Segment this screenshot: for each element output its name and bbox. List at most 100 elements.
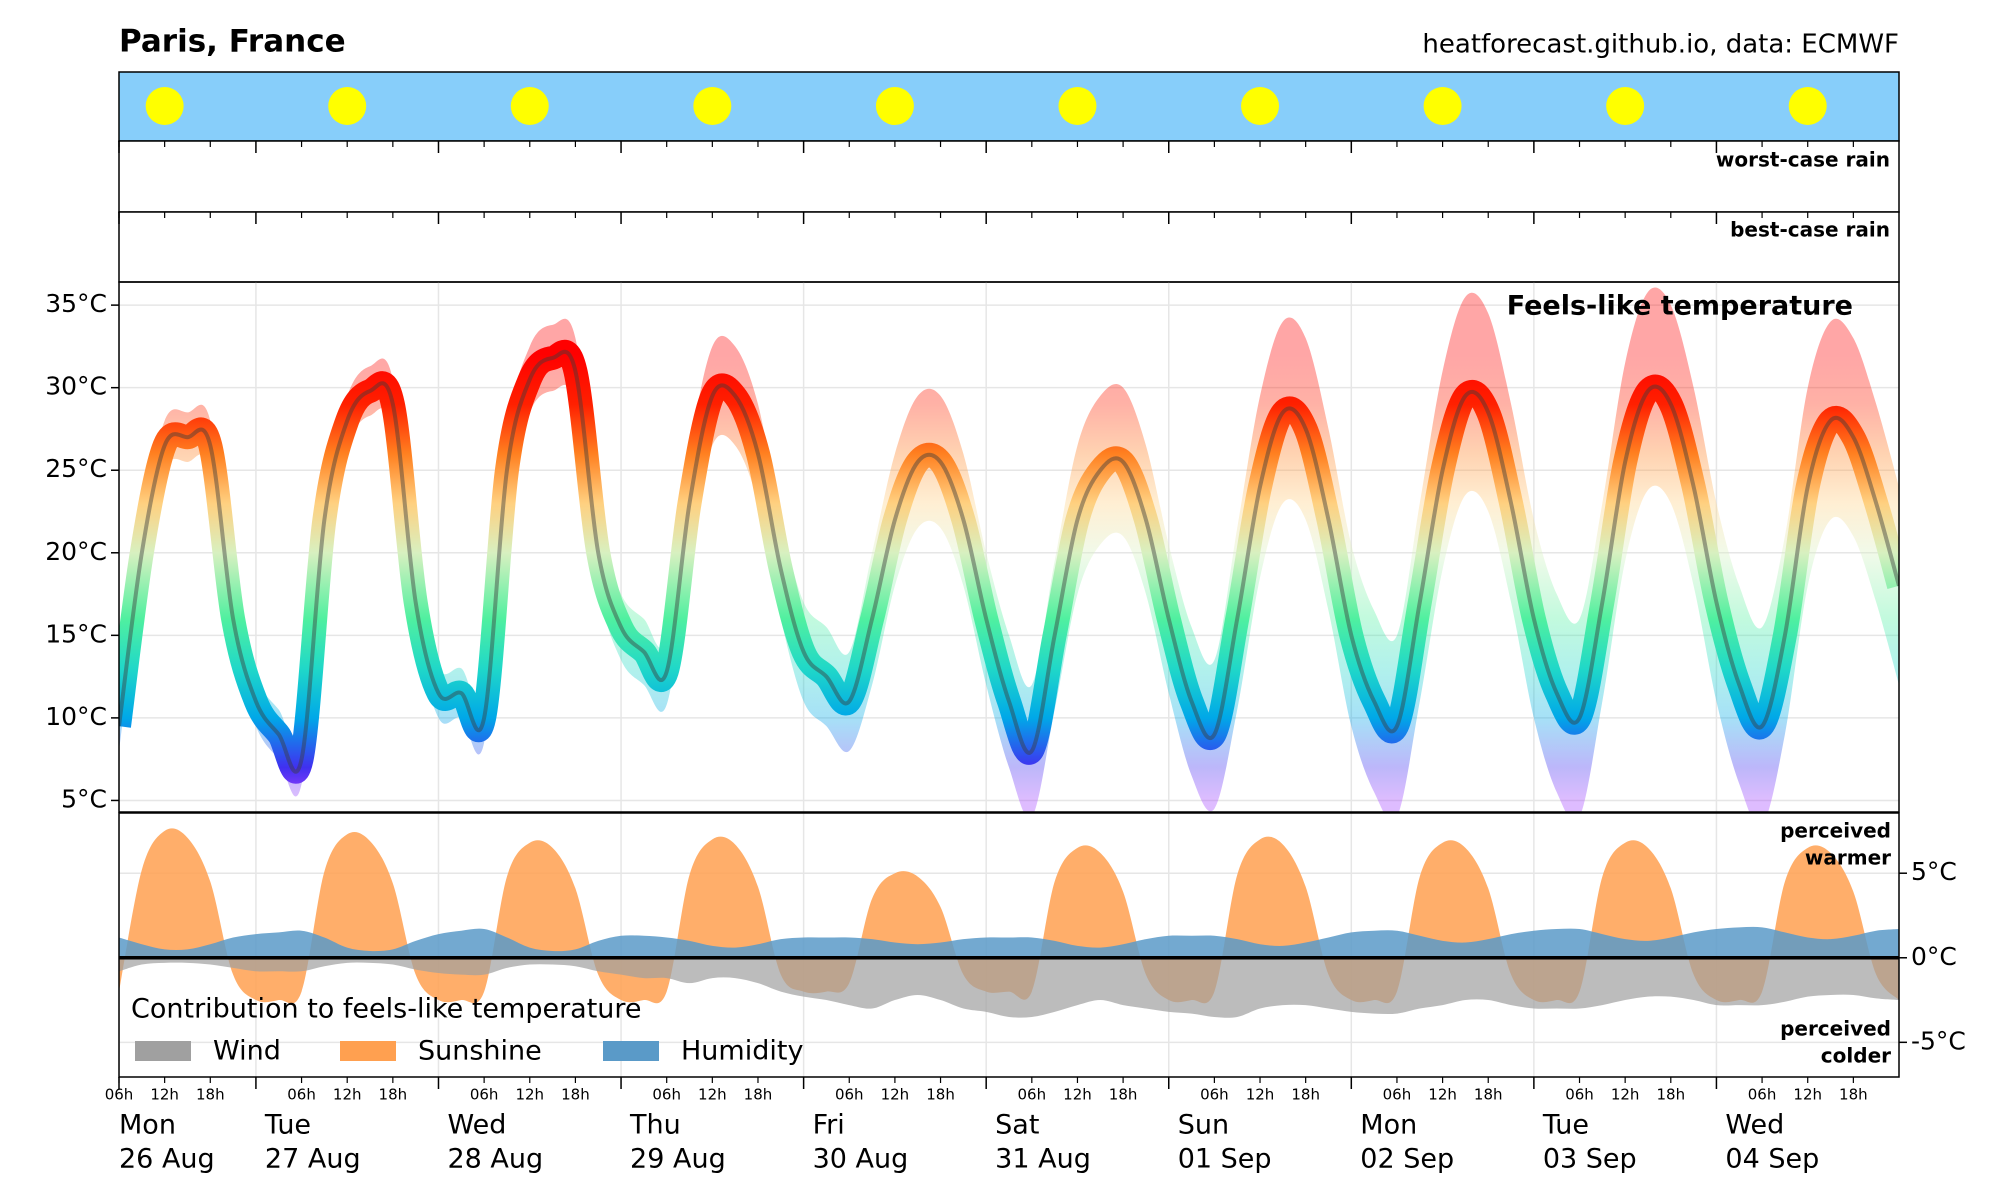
x-tick-date: 01 Sep (1178, 1144, 1272, 1175)
contrib-plot (119, 813, 1899, 1077)
x-tick-label: Fri (813, 1110, 845, 1141)
sun-icon (875, 87, 914, 125)
x-tick-date: 29 Aug (630, 1144, 726, 1175)
sun-icon (1423, 87, 1462, 125)
y-tick-label: 10°C (45, 702, 107, 731)
y-tick-label: 20°C (45, 537, 107, 566)
sun-icon (145, 87, 184, 125)
sun-icon (1606, 87, 1645, 125)
legend-label: Wind (213, 1036, 281, 1067)
x-tick-label: Mon (119, 1110, 176, 1141)
median-line (119, 349, 1899, 774)
hour-tick-label: 06h (1383, 1086, 1412, 1104)
hour-tick-label: 18h (379, 1086, 408, 1104)
hour-tick-label: 18h (1474, 1086, 1503, 1104)
legend-label: Humidity (681, 1036, 803, 1067)
y-tick-label: 35°C (45, 289, 107, 318)
hour-tick-label: 06h (470, 1086, 499, 1104)
hour-tick-label: 18h (196, 1086, 225, 1104)
y-tick-label: 5°C (1911, 857, 1957, 886)
hour-tick-label: 12h (333, 1086, 362, 1104)
legend-label: Sunshine (418, 1036, 542, 1067)
y-tick-label: 15°C (45, 619, 107, 648)
hour-tick-label: 18h (926, 1086, 955, 1104)
main-plot (119, 282, 1899, 812)
warm-label: warmer (1805, 846, 1891, 870)
hour-tick-label: 06h (287, 1086, 316, 1104)
hour-tick-label: 06h (1748, 1086, 1777, 1104)
x-tick-date: 02 Sep (1360, 1144, 1454, 1175)
y-tick-label: 25°C (45, 454, 107, 483)
sun-icon (693, 87, 732, 125)
hour-tick-label: 12h (150, 1086, 179, 1104)
panel-annotation: Feels-like temperature (1507, 291, 1853, 322)
x-tick-date: 26 Aug (119, 1144, 215, 1175)
x-tick-label: Mon (1360, 1110, 1417, 1141)
hour-tick-label: 12h (1428, 1086, 1457, 1104)
contribution-area (119, 926, 1899, 958)
sky-panel (118, 71, 1900, 142)
sun-icon (1241, 87, 1280, 125)
rain-label: worst-case rain (1716, 148, 1890, 172)
hour-tick-label: 18h (561, 1086, 590, 1104)
hour-tick-label: 18h (1839, 1086, 1868, 1104)
legend-swatch (340, 1041, 396, 1061)
cold-label: perceived (1780, 1017, 1891, 1041)
hour-tick-label: 18h (1109, 1086, 1138, 1104)
hour-tick-label: 06h (1565, 1086, 1594, 1104)
sun-icon (1058, 87, 1097, 125)
hour-tick-label: 12h (1246, 1086, 1275, 1104)
y-tick-label: 30°C (45, 372, 107, 401)
hour-tick-label: 06h (835, 1086, 864, 1104)
legend-swatch (603, 1041, 659, 1061)
rain-label: best-case rain (1730, 218, 1890, 242)
hour-tick-label: 06h (1200, 1086, 1229, 1104)
hour-tick-label: 12h (698, 1086, 727, 1104)
x-tick-label: Sat (995, 1110, 1039, 1141)
legend-title: Contribution to feels-like temperature (131, 994, 642, 1025)
x-tick-date: 04 Sep (1725, 1144, 1819, 1175)
contrib-frame (118, 812, 1900, 1078)
chart-title: Paris, France (119, 24, 346, 60)
y-tick-label: -5°C (1911, 1026, 1966, 1055)
warm-label: perceived (1780, 819, 1891, 843)
hour-tick-label: 06h (1018, 1086, 1047, 1104)
cold-label: colder (1821, 1044, 1891, 1068)
hour-tick-label: 18h (744, 1086, 773, 1104)
hour-tick-label: 12h (515, 1086, 544, 1104)
x-tick-date: 30 Aug (813, 1144, 909, 1175)
sun-icon (1788, 87, 1827, 125)
spread-band (119, 287, 1899, 812)
x-tick-date: 03 Sep (1543, 1144, 1637, 1175)
sun-icon (328, 87, 367, 125)
x-tick-label: Wed (1725, 1110, 1784, 1141)
source-note: heatforecast.github.io, data: ECMWF (1422, 30, 1899, 60)
x-tick-label: Sun (1178, 1110, 1229, 1141)
x-tick-label: Tue (1542, 1110, 1589, 1141)
hour-tick-label: 18h (1291, 1086, 1320, 1104)
median-core (119, 340, 1899, 784)
y-tick-label: 0°C (1911, 942, 1957, 971)
y-tick-label: 5°C (61, 784, 107, 813)
best-rain-panel (118, 211, 1900, 283)
main-frame (118, 281, 1900, 813)
hour-tick-label: 12h (1063, 1086, 1092, 1104)
x-tick-label: Tue (264, 1110, 311, 1141)
sun-icon (510, 87, 549, 125)
legend-swatch (135, 1041, 191, 1061)
x-tick-label: Wed (447, 1110, 506, 1141)
hour-tick-label: 06h (105, 1086, 134, 1104)
x-tick-date: 31 Aug (995, 1144, 1091, 1175)
x-tick-date: 27 Aug (265, 1144, 361, 1175)
worst-rain-panel (118, 140, 1900, 213)
x-tick-label: Thu (629, 1110, 681, 1141)
hour-tick-label: 12h (1793, 1086, 1822, 1104)
hour-tick-label: 18h (1656, 1086, 1685, 1104)
x-tick-date: 28 Aug (447, 1144, 543, 1175)
hour-tick-label: 12h (881, 1086, 910, 1104)
hour-tick-label: 12h (1611, 1086, 1640, 1104)
contribution-area (119, 828, 1899, 1004)
contribution-area (119, 957, 1899, 1018)
